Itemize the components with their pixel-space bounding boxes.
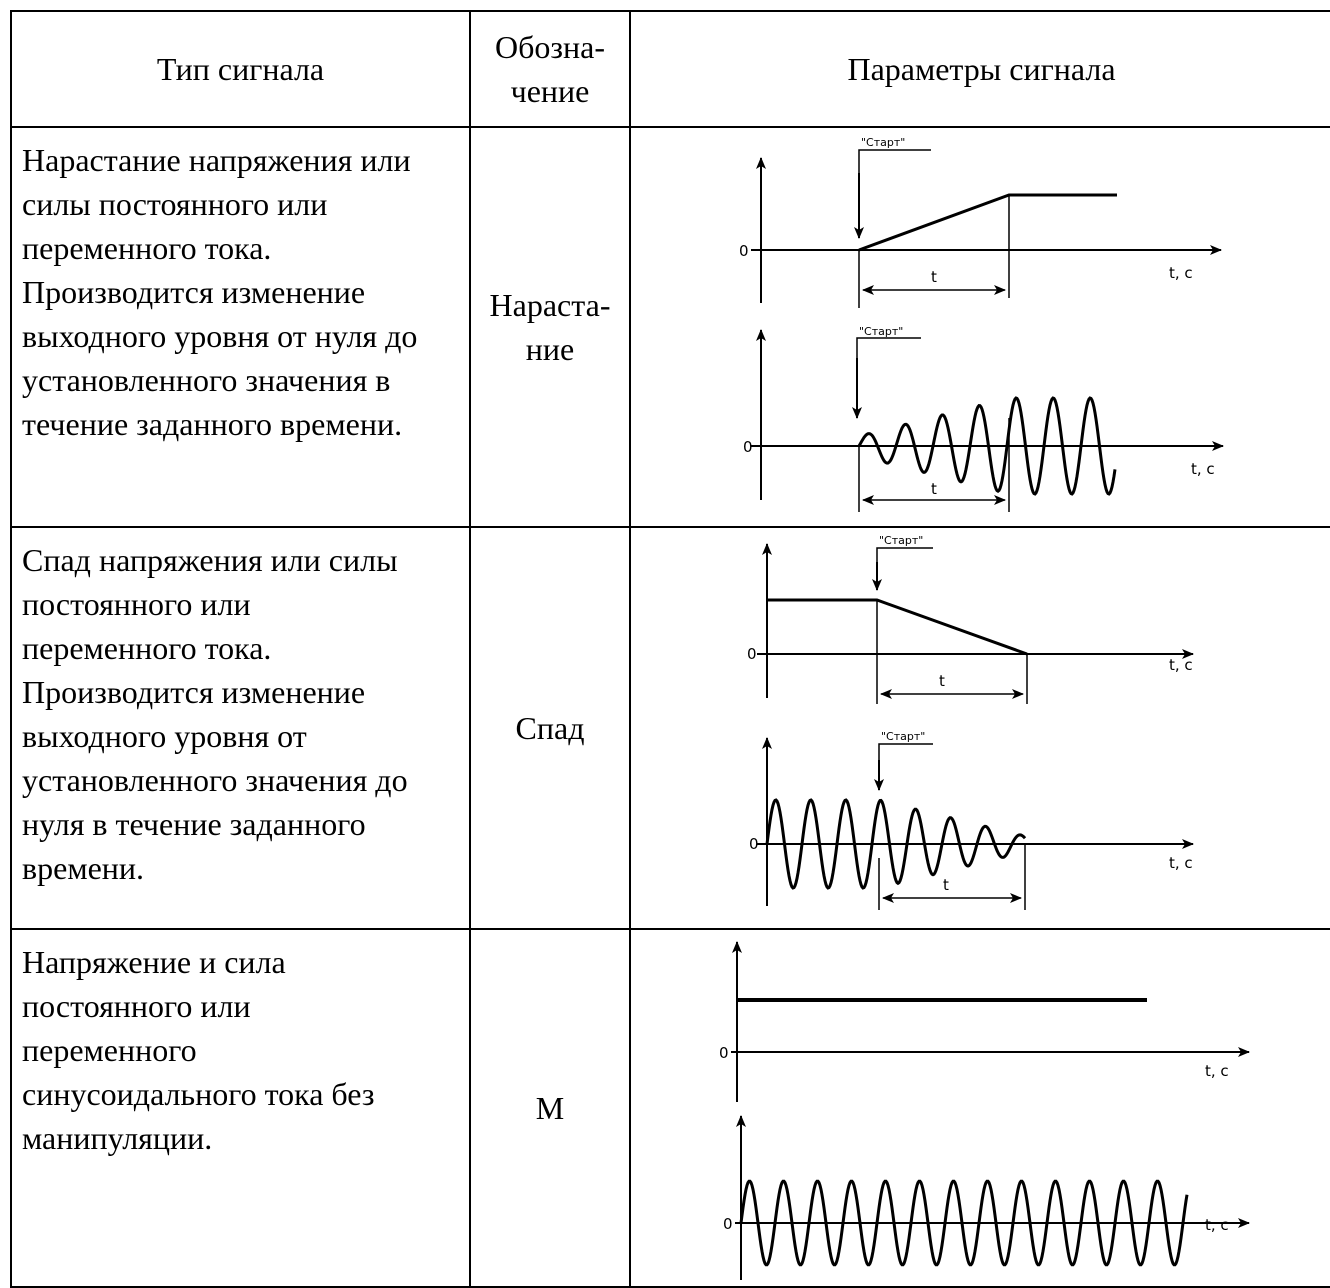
signal-wave — [765, 798, 1027, 890]
time-axis-label: t, с — [1169, 264, 1193, 282]
header-signal-type: Тип сигнала — [10, 10, 471, 128]
m-ac-graph: 0 t, с — [723, 1115, 1250, 1280]
zero-label: 0 — [739, 242, 749, 260]
start-callout — [856, 337, 921, 358]
duration-label: t — [943, 876, 949, 894]
time-axis-label: t, с — [1205, 1216, 1229, 1234]
time-axis-label: t, с — [1169, 854, 1193, 872]
header-signal-parameters: Параметры сигнала — [629, 10, 1330, 128]
signal-types-table: Тип сигнала Обозна- чение Параметры сигн… — [10, 10, 1330, 1288]
start-label: "Старт" — [861, 136, 905, 149]
duration-label: t — [931, 480, 937, 498]
start-callout — [878, 743, 933, 760]
rise-graphs-cell: 0 t, с "Старт" t 0 t, с — [629, 126, 1330, 528]
fall-sine-graph: 0 t, с "Старт" t — [749, 730, 1194, 910]
m-description: Напряжение и сила постоянного или переме… — [10, 928, 471, 1288]
rise-linear-graph: 0 t, с "Старт" t — [739, 136, 1222, 308]
zero-label: 0 — [723, 1215, 733, 1233]
rise-description: Нарастание напряжения или силы постоянно… — [10, 126, 471, 528]
time-axis-label: t, с — [1191, 460, 1215, 478]
signal-wave — [739, 1179, 1189, 1267]
fall-graphs-cell: 0 t, с "Старт" t 0 t, с — [629, 526, 1330, 930]
m-graphs-cell: 0 t, с 0 t, с — [629, 928, 1330, 1288]
table-row-m: Напряжение и сила постоянного или переме… — [10, 928, 1330, 1288]
duration-label: t — [931, 268, 937, 286]
header-designation: Обозна- чение — [469, 10, 631, 128]
fall-linear-graph: 0 t, с "Старт" t — [747, 534, 1194, 704]
signal-wave — [857, 396, 1117, 496]
time-axis-label: t, с — [1205, 1062, 1229, 1080]
rise-graphs: 0 t, с "Старт" t 0 t, с — [739, 136, 1224, 512]
signal-line — [767, 598, 1028, 656]
zero-label: 0 — [743, 438, 753, 456]
fall-code: Спад — [469, 526, 631, 930]
signal-line — [858, 193, 1117, 252]
duration-label: t — [939, 672, 945, 690]
table-row-fall: Спад напряжения или силы постоянного или… — [10, 526, 1330, 930]
start-callout — [876, 547, 933, 562]
m-graphs: 0 t, с 0 t, с — [719, 941, 1250, 1280]
rise-sine-graph: 0 t, с "Старт" t — [743, 325, 1224, 512]
start-label: "Старт" — [881, 730, 925, 743]
zero-label: 0 — [749, 835, 759, 853]
start-label: "Старт" — [859, 325, 903, 338]
time-axis-label: t, с — [1169, 656, 1193, 674]
table-row-rise: Нарастание напряжения или силы постоянно… — [10, 126, 1330, 528]
fall-description: Спад напряжения или силы постоянного или… — [10, 526, 471, 930]
fall-graphs: 0 t, с "Старт" t 0 t, с — [747, 534, 1194, 910]
rise-code: Нараста- ние — [469, 126, 631, 528]
zero-label: 0 — [719, 1044, 729, 1062]
start-label: "Старт" — [879, 534, 923, 547]
m-code: М — [469, 928, 631, 1288]
zero-label: 0 — [747, 645, 757, 663]
start-callout — [858, 149, 931, 173]
table-header-row: Тип сигнала Обозна- чение Параметры сигн… — [10, 10, 1330, 128]
m-dc-graph: 0 t, с — [719, 941, 1250, 1102]
